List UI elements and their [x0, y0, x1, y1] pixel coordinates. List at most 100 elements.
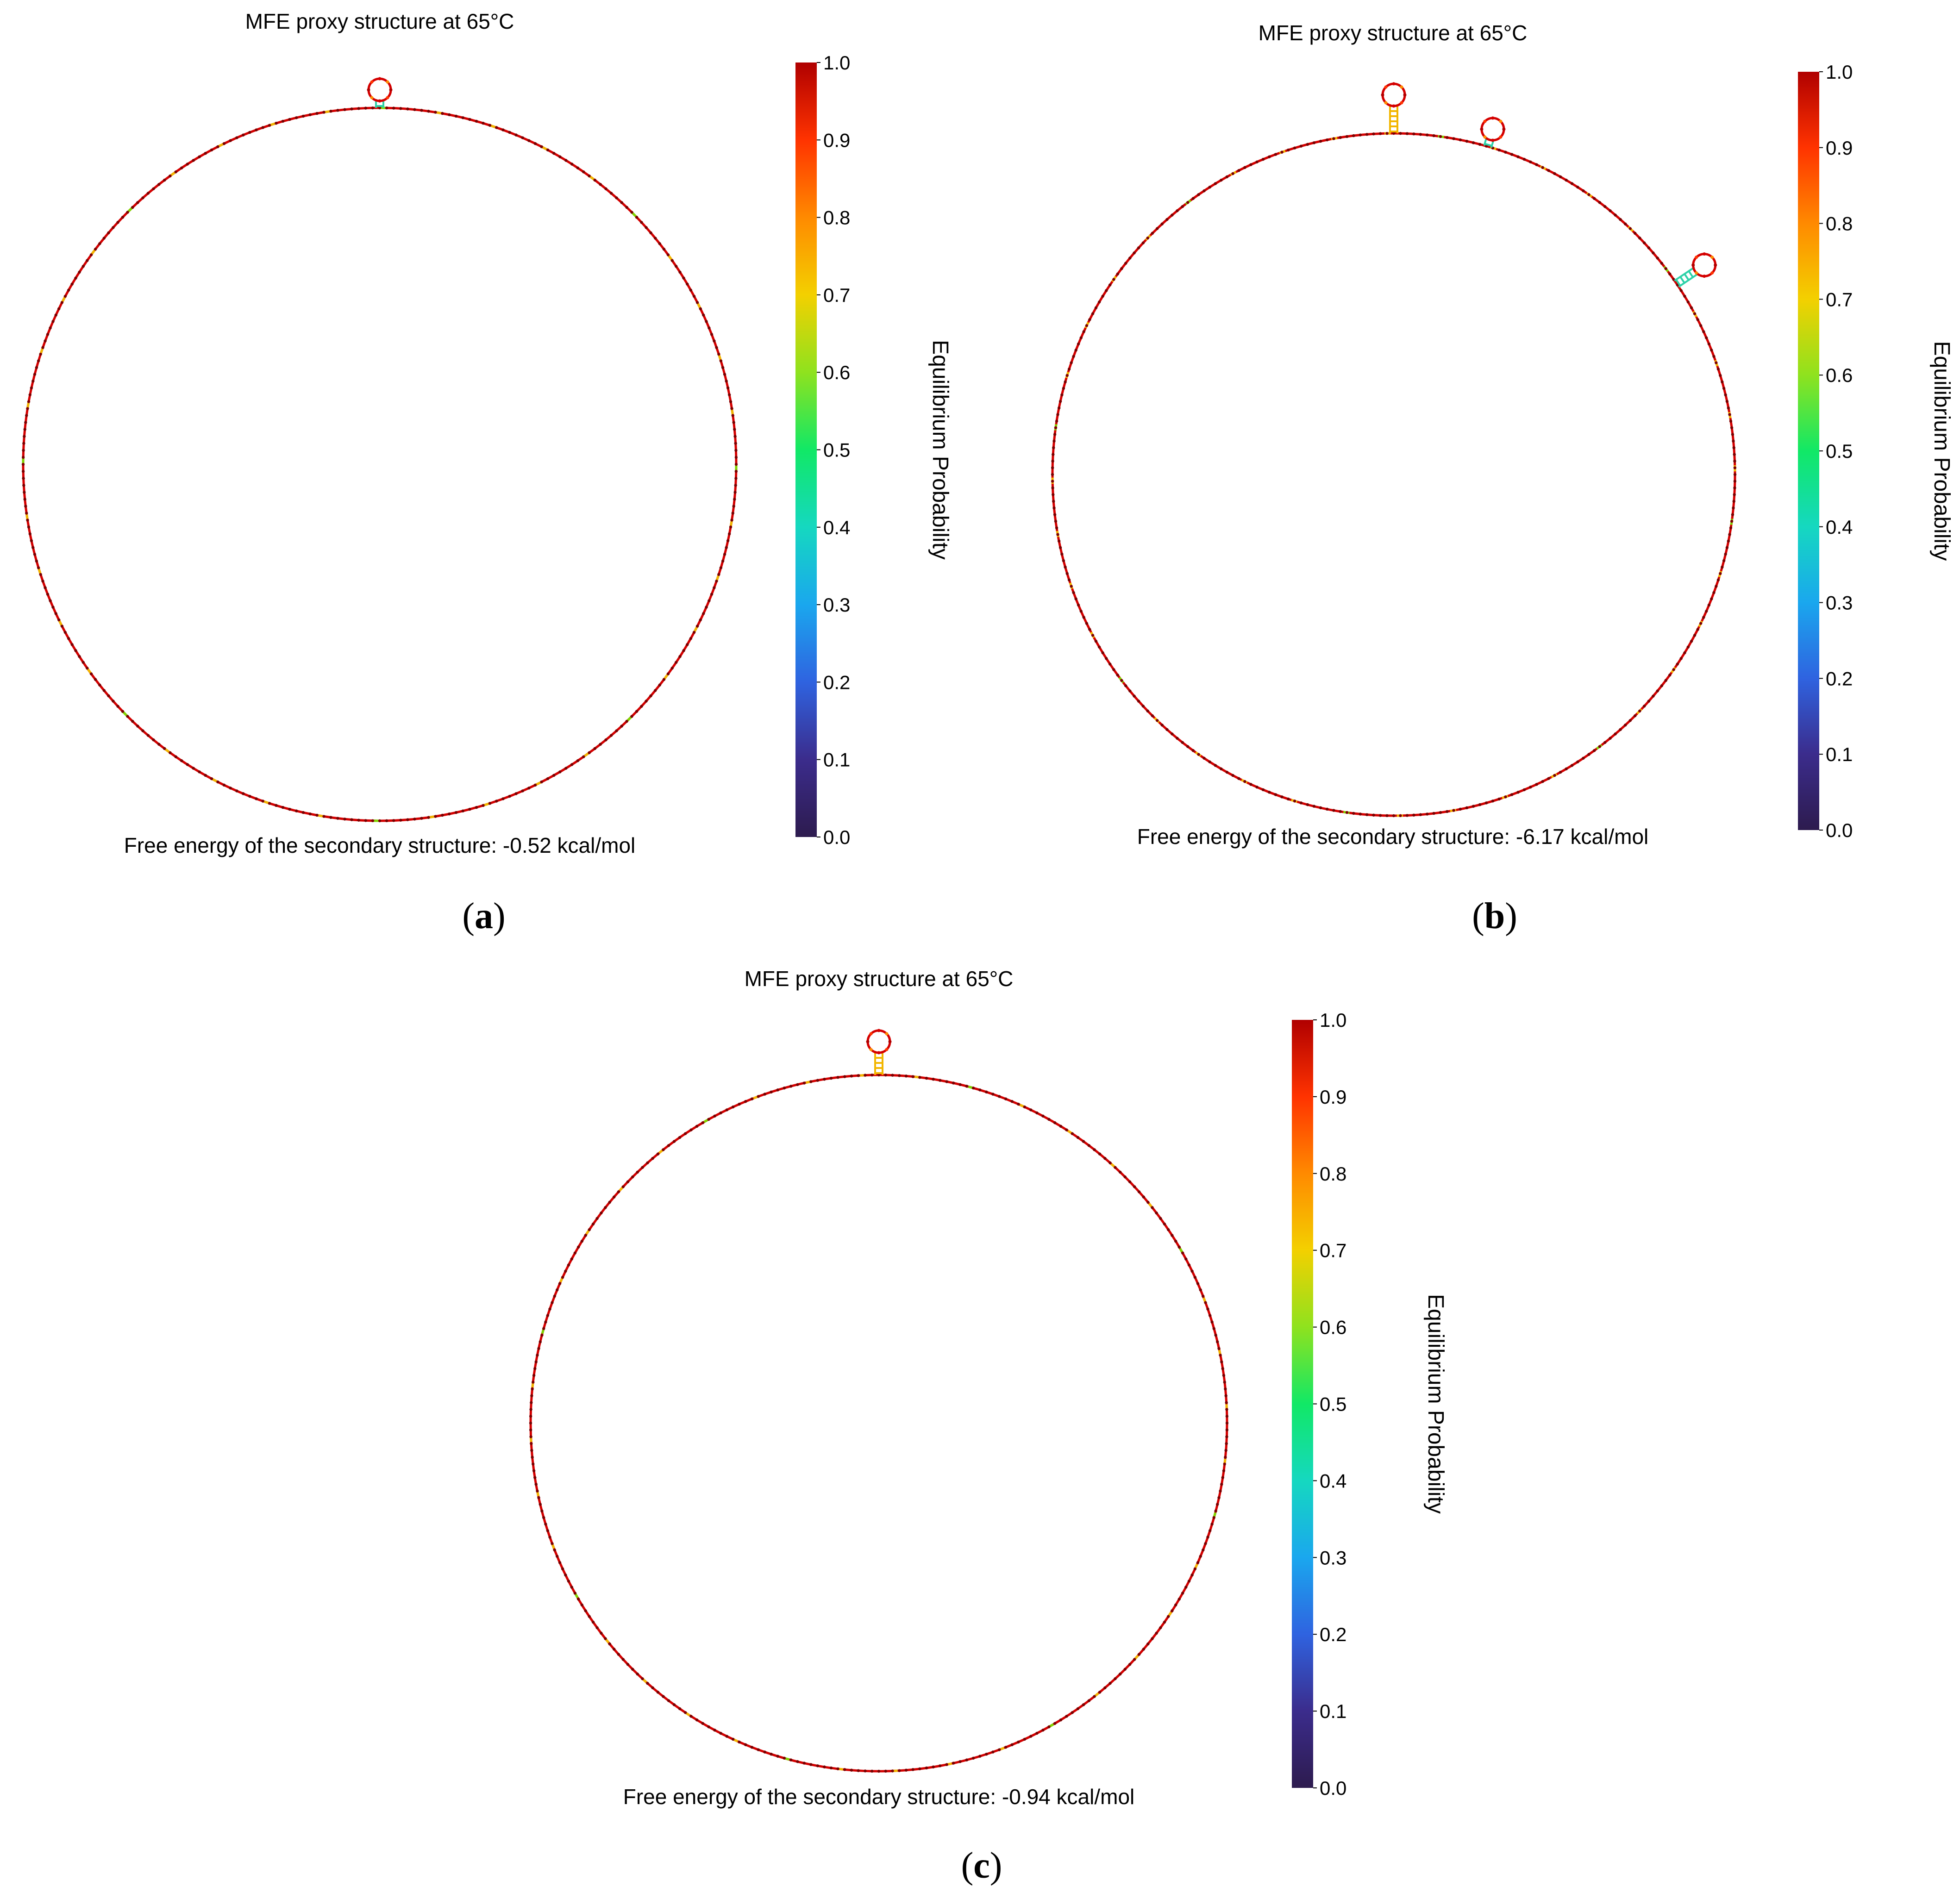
nucleotide	[174, 170, 177, 174]
nucleotide	[692, 631, 696, 634]
nucleotide	[1553, 774, 1556, 777]
nucleotide	[1724, 393, 1727, 397]
nucleotide	[1171, 213, 1174, 217]
nucleotide	[371, 819, 375, 823]
nucleotide	[1439, 811, 1442, 814]
nucleotide	[308, 812, 312, 816]
nucleotide	[308, 113, 312, 116]
nucleotide	[1725, 400, 1729, 403]
colorbar-tick-label: 1.0	[1826, 61, 1853, 83]
nucleotide	[732, 505, 735, 508]
nucleotide	[1123, 1668, 1127, 1671]
nucleotide	[645, 226, 648, 229]
panel-a-colorbar: 0.0 0.1 0.2 0.3 0.4 0.5 0.6 0.7 0.8 0.9 1.0 Equilib…	[795, 52, 952, 848]
nucleotide	[495, 126, 498, 129]
colorbar-tick-label: 0.2	[1320, 1624, 1346, 1645]
nucleotide	[1052, 446, 1055, 450]
nucleotide	[918, 1076, 921, 1079]
nucleotide	[24, 505, 27, 508]
nucleotide	[530, 1442, 533, 1445]
nucleotide	[1108, 1681, 1112, 1685]
nucleotide	[763, 1750, 766, 1754]
nucleotide	[836, 1076, 839, 1079]
nucleotide	[1399, 131, 1402, 135]
nucleotide	[1587, 193, 1591, 196]
nucleotide	[1733, 486, 1736, 490]
nucleotide	[67, 288, 70, 292]
nucleotide	[1405, 814, 1409, 817]
nucleotide	[1426, 133, 1429, 137]
nucleotide	[662, 678, 666, 681]
nucleotide	[1249, 783, 1252, 786]
nucleotide	[1541, 166, 1544, 169]
nucleotide	[1686, 300, 1690, 304]
nucleotide	[54, 313, 57, 317]
nucleotide	[1204, 1542, 1207, 1545]
nucleotide	[662, 1695, 665, 1698]
nucleotide	[615, 729, 618, 732]
nucleotide	[448, 812, 451, 816]
nucleotide	[1237, 169, 1240, 172]
nucleotide	[729, 525, 733, 529]
nucleotide	[1504, 150, 1507, 154]
nucleotide	[649, 231, 652, 235]
nucleotide	[322, 111, 326, 114]
nucleotide	[1459, 138, 1462, 142]
nucleotide	[49, 326, 52, 330]
nucleotide	[1064, 380, 1067, 384]
nucleotide	[1052, 493, 1055, 496]
nucleotide	[1163, 1620, 1166, 1624]
nucleotide	[1668, 272, 1672, 276]
loop-nucleotide	[1691, 263, 1695, 267]
nucleotide	[1702, 330, 1705, 333]
nucleotide	[636, 1170, 639, 1174]
nucleotide	[475, 806, 478, 809]
nucleotide	[744, 1100, 747, 1103]
nucleotide	[1216, 1340, 1219, 1343]
nucleotide	[1059, 1718, 1063, 1722]
nucleotide	[482, 121, 485, 125]
nucleotide	[593, 747, 596, 750]
nucleotide	[94, 248, 97, 251]
nucleotide	[738, 1102, 741, 1106]
loop-nucleotide	[1491, 116, 1495, 120]
nucleotide	[81, 265, 85, 268]
nucleotide	[1712, 591, 1716, 594]
nucleotide	[371, 106, 375, 110]
nucleotide	[420, 109, 423, 112]
nucleotide	[315, 813, 319, 817]
nucleotide	[1214, 1509, 1217, 1513]
loop-nucleotide	[1710, 271, 1714, 275]
nucleotide	[1679, 657, 1683, 660]
nucleotide	[573, 1592, 577, 1595]
nucleotide	[1174, 1239, 1177, 1243]
nucleotide	[1345, 135, 1349, 138]
nucleotide	[1220, 767, 1223, 771]
colorbar-tick-label: 0.0	[1320, 1777, 1346, 1799]
nucleotide	[1293, 800, 1296, 803]
nucleotide	[26, 407, 29, 410]
nucleotide	[1619, 728, 1622, 731]
nucleotide	[192, 159, 195, 162]
nucleotide	[1010, 1100, 1014, 1103]
nucleotide	[1123, 1175, 1127, 1179]
nucleotide	[31, 380, 35, 383]
nucleotide	[770, 1090, 773, 1094]
colorbar-tick-label: 0.7	[823, 284, 850, 306]
nucleotide	[809, 1763, 813, 1766]
nucleotide	[1727, 539, 1730, 543]
nucleotide	[1306, 803, 1309, 806]
nucleotide	[816, 1764, 820, 1768]
nucleotide	[1120, 679, 1123, 682]
nucleotide	[1491, 800, 1495, 803]
loop-nucleotide	[370, 80, 374, 84]
nucleotide	[588, 751, 591, 755]
colorbar-label: Equilibrium Probability	[928, 340, 952, 560]
nucleotide	[536, 1489, 539, 1493]
nucleotide	[295, 116, 298, 119]
nucleotide	[102, 237, 106, 240]
nucleotide	[301, 811, 305, 814]
nucleotide	[1029, 1108, 1033, 1112]
nucleotide	[770, 1752, 773, 1756]
nucleotide	[281, 806, 285, 809]
